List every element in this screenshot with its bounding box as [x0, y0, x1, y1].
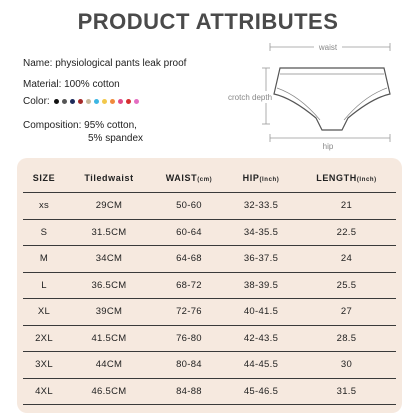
size-chart: SIZE Tiledwaist WAIST(cm) HIP(Inch) LENG… — [17, 158, 402, 413]
cell-tiled: 31.5CM — [65, 218, 153, 246]
table-row: L 36.5CM 68-72 38-39.5 25.5 — [23, 271, 396, 299]
table-header-row: SIZE Tiledwaist WAIST(cm) HIP(Inch) LENG… — [23, 164, 396, 193]
cell-tiled: 34CM — [65, 245, 153, 272]
cell-size: xs — [23, 192, 65, 219]
cell-tiled: 36.5CM — [65, 271, 153, 299]
cell-waist: 50-60 — [153, 192, 225, 219]
cell-hip: 40-41.5 — [225, 298, 297, 325]
table-row: M 34CM 64-68 36-37.5 24 — [23, 245, 396, 272]
cell-tiled: 41.5CM — [65, 324, 153, 352]
size-table: SIZE Tiledwaist WAIST(cm) HIP(Inch) LENG… — [23, 164, 396, 413]
cell-waist: 72-76 — [153, 298, 225, 325]
cell-waist: 64-68 — [153, 245, 225, 272]
page-title: PRODUCT ATTRIBUTES — [77, 9, 339, 34]
cell-length: 31.5 — [297, 377, 396, 405]
color-swatch — [93, 99, 99, 104]
color-swatch — [61, 99, 67, 104]
color-swatch — [125, 99, 131, 104]
cell-waist: 60-64 — [153, 218, 225, 246]
cell-size: 2XL — [23, 324, 65, 352]
header-waist: WAIST(cm) — [165, 173, 213, 183]
cell-hip: 47-48.5 — [225, 404, 297, 413]
color-swatch — [109, 99, 115, 104]
cell-length: 28.5 — [297, 324, 396, 352]
table-row: 5XL49CM88-9247-48.533 — [23, 404, 396, 413]
cell-length: 21 — [297, 192, 396, 219]
cell-waist: 88-92 — [153, 404, 225, 413]
table-row: S 31.5CM 60-64 34-35.5 22.5 — [23, 218, 396, 246]
table-row: xs 29CM 50-60 32-33.5 21 — [23, 192, 396, 219]
header-tiledwaist: Tiledwaist — [84, 173, 134, 183]
cell-hip: 34-35.5 — [225, 218, 297, 246]
color-swatch — [77, 99, 83, 104]
header-hip: HIP(Inch) — [242, 173, 280, 183]
cell-size: M — [23, 245, 65, 272]
cell-size: S — [23, 218, 65, 246]
color-swatch — [69, 99, 75, 104]
cell-hip: 36-37.5 — [225, 245, 297, 272]
color-swatch — [117, 99, 123, 104]
cell-tiled: 49CM — [65, 404, 153, 413]
cell-length: 30 — [297, 351, 396, 378]
color-swatch — [85, 99, 91, 104]
header-length: LENGTH(Inch) — [316, 173, 377, 183]
cell-hip: 32-33.5 — [225, 192, 297, 219]
header-size: SIZE — [32, 173, 56, 183]
color-label: Color: — [23, 96, 50, 107]
color-swatch — [101, 99, 107, 104]
cell-length: 22.5 — [297, 218, 396, 246]
table-row: 4XL 46.5CM 84-88 45-46.5 31.5 — [23, 377, 396, 405]
product-name: Name: physiological pants leak proof — [23, 58, 187, 69]
cell-size: XL — [23, 298, 65, 325]
cell-tiled: 29CM — [65, 192, 153, 219]
cell-waist: 76-80 — [153, 324, 225, 352]
table-row: XL 39CM 72-76 40-41.5 27 — [23, 298, 396, 325]
hip-label: hip — [323, 142, 334, 151]
briefs-illustration: waist crotch depth hip — [224, 41, 391, 151]
composition-line-1: Composition: 95% cotton, — [23, 120, 137, 131]
cell-tiled: 39CM — [65, 298, 153, 325]
table-row: 2XL 41.5CM 76-80 42-43.5 28.5 — [23, 324, 396, 352]
cell-tiled: 46.5CM — [65, 377, 153, 405]
cell-size: 5XL — [23, 404, 65, 413]
cell-waist: 84-88 — [153, 377, 225, 405]
table-row: 3XL 44CM 80-84 44-45.5 30 — [23, 351, 396, 378]
waist-label: waist — [318, 43, 338, 52]
cell-length: 33 — [297, 404, 396, 413]
cell-size: 3XL — [23, 351, 65, 378]
cell-size: L — [23, 271, 65, 299]
cell-length: 27 — [297, 298, 396, 325]
composition-line-2: 5% spandex — [88, 133, 144, 144]
cell-hip: 42-43.5 — [225, 324, 297, 352]
cell-tiled: 44CM — [65, 351, 153, 378]
color-row: Color: — [23, 96, 139, 107]
cell-length: 24 — [297, 245, 396, 272]
cell-hip: 44-45.5 — [225, 351, 297, 378]
cell-waist: 68-72 — [153, 271, 225, 299]
briefs-outline — [273, 67, 391, 131]
cell-size: 4XL — [23, 377, 65, 405]
crotch-depth-label: crotch depth — [228, 93, 272, 102]
color-swatch — [53, 99, 59, 104]
cell-hip: 45-46.5 — [225, 377, 297, 405]
cell-hip: 38-39.5 — [225, 271, 297, 299]
color-swatches — [53, 99, 139, 104]
cell-length: 25.5 — [297, 271, 396, 299]
color-swatch — [133, 99, 139, 104]
measurement-diagram: waist crotch depth hip — [222, 38, 408, 156]
product-material: Material: 100% cotton — [23, 79, 120, 90]
cell-waist: 80-84 — [153, 351, 225, 378]
